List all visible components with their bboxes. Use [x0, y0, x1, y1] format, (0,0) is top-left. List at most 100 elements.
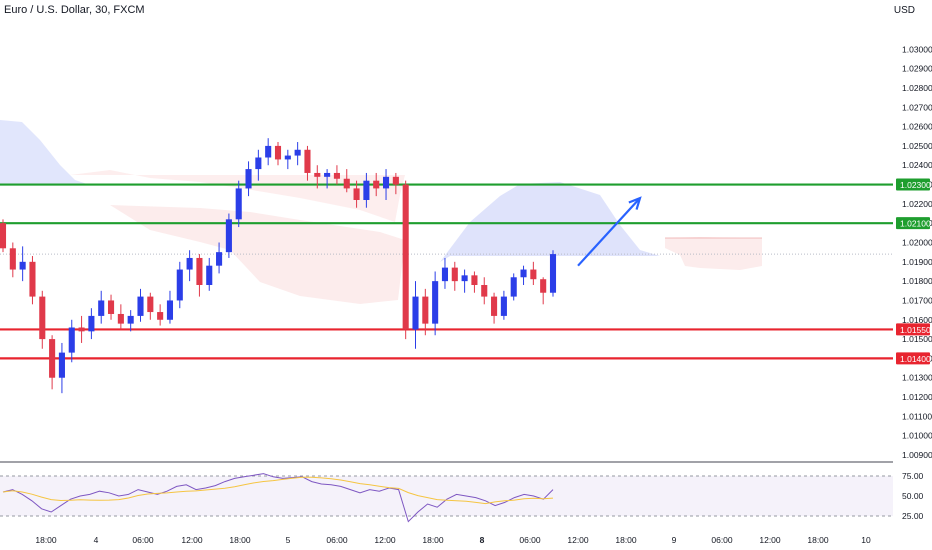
candle: [265, 138, 272, 166]
candle: [137, 288, 144, 322]
y-tick-label: 1.01300: [902, 373, 932, 383]
candle-body: [491, 296, 498, 316]
candle-body: [127, 315, 134, 324]
candle-body: [382, 176, 390, 189]
candle-body: [107, 300, 115, 314]
candle: [481, 277, 488, 305]
price-axis[interactable]: 1.03000 1.02900 1.02800 1.02700 1.02600 1.025…: [0, 44, 932, 463]
x-tick-label: 8: [480, 535, 485, 545]
candle-body: [402, 184, 409, 330]
candle: [549, 250, 557, 297]
candle-body: [284, 155, 291, 160]
candle: [176, 261, 183, 309]
candle: [422, 288, 429, 336]
candle: [461, 269, 468, 293]
candle-body: [333, 172, 340, 179]
candle-body: [9, 248, 16, 270]
candle: [314, 165, 321, 189]
candle: [382, 169, 390, 200]
arrow-head: [628, 196, 642, 210]
ichimoku-cloud: [0, 120, 893, 304]
candle: [274, 142, 282, 166]
candle-body: [255, 157, 262, 170]
candle: [216, 242, 223, 274]
price-levels: [0, 183, 893, 360]
candle-body: [294, 149, 301, 156]
x-tick-label: 06:00: [326, 535, 348, 545]
cloud-bearish-area-upper: [70, 170, 405, 222]
candle: [117, 304, 124, 330]
x-tick-label: 06:00: [711, 535, 733, 545]
price-level-tag-1: [896, 217, 930, 230]
y-tick-label: 1.01700: [902, 295, 932, 305]
price-level-tag-label: 1.01400: [900, 354, 931, 364]
candle-body: [461, 275, 468, 282]
candle: [363, 172, 370, 208]
y-tick-label: 1.01600: [902, 315, 932, 325]
y-tick-label: 1.02400: [902, 160, 932, 170]
y-tick-label: 1.02900: [902, 64, 932, 74]
y-tick-label: 1.02700: [902, 102, 932, 112]
x-tick-label: 12:00: [374, 535, 396, 545]
candle: [520, 265, 527, 285]
candle-body: [549, 254, 557, 293]
candle: [343, 169, 350, 193]
candle-body: [206, 265, 213, 285]
rsi-line: [2, 473, 554, 523]
y-tick-label: 1.02000: [902, 238, 932, 248]
currency-label: USD: [893, 5, 915, 16]
x-tick-label: 18:00: [35, 535, 57, 545]
candle-body: [225, 219, 232, 253]
y-tick-label: 1.01900: [902, 257, 932, 267]
candle: [451, 261, 458, 291]
candle: [225, 213, 232, 258]
price-level-tag-0: [896, 178, 930, 191]
candle: [392, 172, 399, 195]
price-level-tag-3: [896, 352, 930, 365]
candle: [284, 149, 291, 170]
candle-body: [500, 296, 507, 316]
candle: [196, 254, 203, 297]
candle-body: [324, 172, 331, 177]
x-tick-label: 12:00: [181, 535, 203, 545]
candle-body: [520, 269, 527, 278]
candle: [127, 310, 134, 332]
candle-body: [88, 315, 95, 332]
candle: [39, 290, 46, 349]
candle-body: [432, 281, 439, 324]
candle: [88, 308, 95, 340]
candle: [235, 180, 242, 228]
candle: [107, 294, 115, 320]
candle: [98, 290, 105, 324]
candle-body: [265, 145, 272, 158]
candle: [373, 172, 380, 197]
candle-body: [216, 252, 223, 266]
candle: [19, 246, 26, 282]
candle-body: [363, 180, 370, 200]
candle-body: [481, 285, 488, 297]
candle-body: [157, 312, 164, 320]
y-tick-label: 1.01800: [902, 276, 932, 286]
candle: [353, 180, 360, 208]
candle-body: [412, 296, 419, 330]
candle-body: [78, 327, 85, 332]
candle-body: [68, 327, 75, 353]
y-tick-label: 1.02600: [902, 122, 932, 132]
rsi-ma-line: [2, 476, 554, 505]
candle-body: [49, 339, 56, 378]
candle: [9, 242, 16, 278]
x-tick-label: 18:00: [615, 535, 637, 545]
rsi-pane: 75.00 50.00 25.00: [0, 471, 924, 523]
y-tick-label: 1.02800: [902, 83, 932, 93]
candle-body: [540, 279, 547, 293]
candle: [29, 256, 36, 305]
candle-body: [176, 269, 183, 301]
y-tick-label: 1.03000: [902, 44, 932, 54]
x-tick-label: 18:00: [807, 535, 829, 545]
y-tick-label: 1.01500: [902, 334, 932, 344]
time-axis[interactable]: 18:00 4 06:00 12:00 18:00 5 06:00 12:00 18:00 8 06…: [35, 535, 871, 545]
candle-body: [39, 296, 46, 340]
y-tick-label: 1.00900: [902, 450, 932, 460]
candle: [333, 165, 340, 185]
